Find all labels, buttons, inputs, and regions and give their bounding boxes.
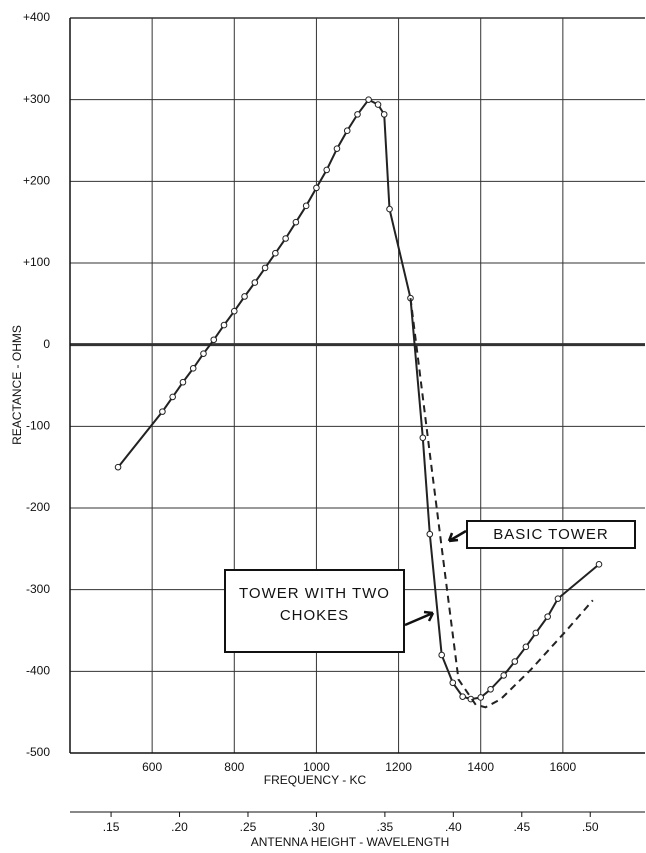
point bbox=[532, 629, 540, 637]
point bbox=[313, 184, 320, 192]
point bbox=[386, 205, 393, 213]
point bbox=[365, 96, 372, 103]
point bbox=[241, 293, 248, 300]
point bbox=[189, 365, 197, 372]
point bbox=[500, 672, 508, 679]
point bbox=[459, 693, 466, 700]
point bbox=[544, 613, 551, 620]
y-tick-label: +200 bbox=[23, 174, 50, 188]
x2-tick-label: .45 bbox=[513, 820, 530, 834]
x-axis-label: FREQUENCY - KC bbox=[264, 773, 367, 787]
point bbox=[272, 249, 279, 257]
x2-tick-label: .50 bbox=[582, 820, 599, 834]
x-tick-label: 1400 bbox=[467, 760, 494, 774]
point bbox=[477, 694, 485, 701]
x2-tick-label: .20 bbox=[171, 820, 188, 834]
point bbox=[200, 350, 207, 357]
point bbox=[210, 336, 218, 344]
x2-tick-label: .40 bbox=[445, 820, 462, 834]
y-tick-label: +300 bbox=[23, 92, 50, 106]
x-tick-label: 800 bbox=[224, 760, 244, 774]
x-tick-label: 1200 bbox=[385, 760, 412, 774]
y-tick-label: +100 bbox=[23, 255, 50, 269]
point bbox=[169, 393, 176, 401]
x-tick-label: 600 bbox=[142, 760, 162, 774]
point bbox=[261, 264, 269, 272]
annotation: TOWER WITH TWO CHOKES bbox=[224, 569, 405, 653]
point bbox=[323, 166, 330, 174]
y-tick-label: -100 bbox=[26, 419, 50, 433]
point bbox=[114, 463, 122, 471]
y-tick-label: -300 bbox=[26, 582, 50, 596]
x2-tick-label: .15 bbox=[103, 820, 120, 834]
arrow bbox=[447, 529, 467, 543]
point bbox=[159, 408, 166, 415]
y-tick-label: -500 bbox=[26, 745, 50, 759]
point bbox=[522, 643, 530, 651]
annotation: BASIC TOWER bbox=[466, 520, 636, 549]
point bbox=[419, 434, 427, 442]
point bbox=[595, 561, 603, 568]
point bbox=[380, 111, 388, 118]
y-tick-label: -200 bbox=[26, 500, 50, 514]
point bbox=[374, 101, 382, 108]
y-axis-label: REACTANCE - OHMS bbox=[10, 325, 24, 445]
point bbox=[251, 279, 259, 286]
point bbox=[354, 111, 361, 118]
x2-tick-label: .30 bbox=[308, 820, 325, 834]
x-tick-label: 1600 bbox=[550, 760, 577, 774]
series-line bbox=[409, 297, 594, 709]
point bbox=[220, 321, 228, 329]
x2-axis-label: ANTENNA HEIGHT - WAVELENGTH bbox=[251, 835, 449, 849]
point bbox=[282, 235, 289, 242]
point bbox=[554, 595, 562, 602]
point bbox=[333, 145, 341, 152]
point bbox=[511, 658, 519, 665]
point bbox=[449, 679, 457, 687]
point bbox=[343, 127, 351, 134]
point bbox=[426, 530, 434, 538]
y-tick-label: 0 bbox=[43, 337, 50, 351]
point bbox=[230, 307, 238, 315]
y-tick-label: -400 bbox=[26, 664, 50, 678]
point bbox=[438, 651, 445, 659]
y-tick-label: +400 bbox=[23, 10, 50, 24]
point bbox=[302, 202, 310, 210]
point bbox=[292, 218, 300, 226]
x2-tick-label: .25 bbox=[240, 820, 257, 834]
arrow bbox=[404, 610, 435, 627]
x-tick-label: 1000 bbox=[303, 760, 330, 774]
point bbox=[487, 686, 494, 693]
x2-tick-label: .35 bbox=[377, 820, 394, 834]
point bbox=[179, 378, 187, 386]
